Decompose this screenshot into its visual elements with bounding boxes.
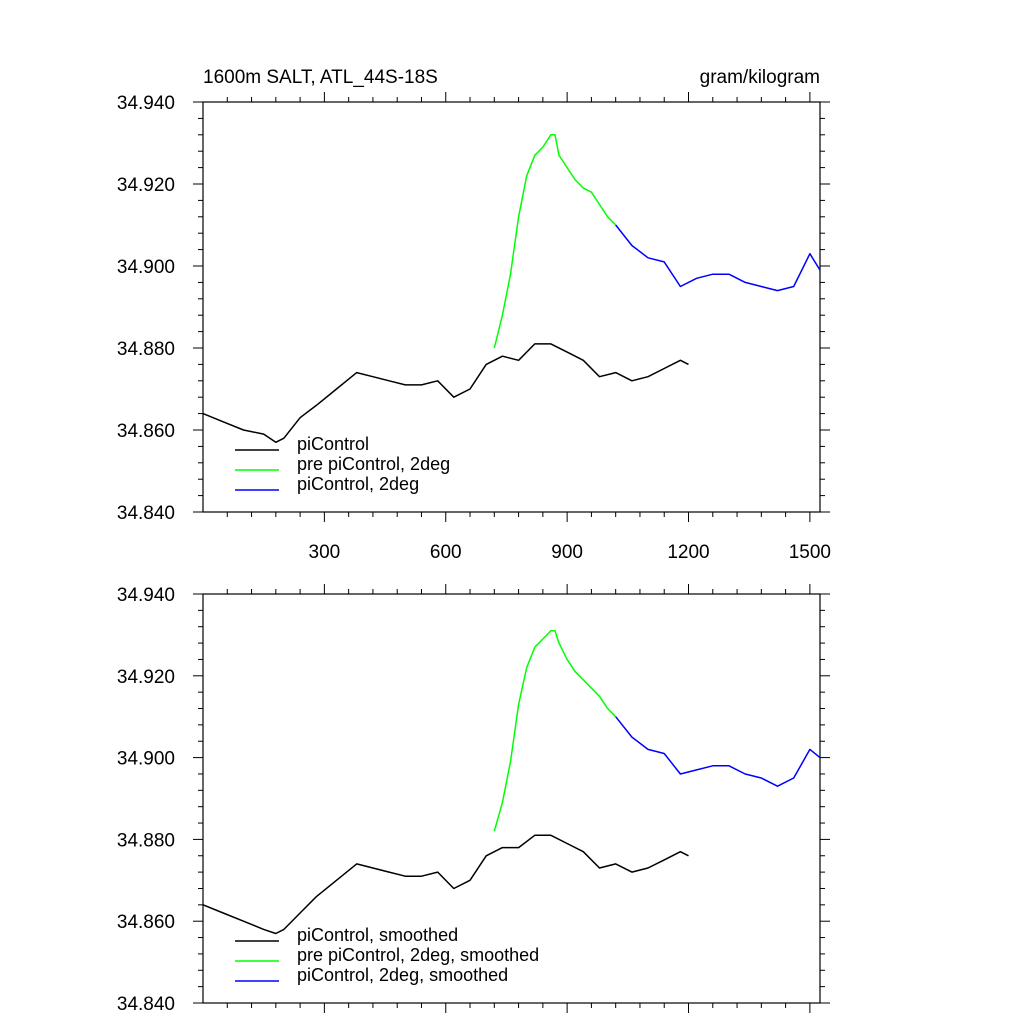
y-tick-label: 34.860 xyxy=(117,421,175,442)
chart-units: gram/kilogram xyxy=(700,67,820,88)
panel-1: 34.840 34.860 34.880 34.900 34.920 34.940 300 6… xyxy=(117,92,831,563)
legend-label: pre piControl, 2deg xyxy=(297,454,450,474)
y-tick-label: 34.880 xyxy=(117,830,175,851)
series-line-2 xyxy=(493,134,617,349)
x-tick-label: 300 xyxy=(309,542,341,563)
series-line-1 xyxy=(202,343,689,444)
plot-frame xyxy=(202,101,821,513)
y-tick-label: 34.920 xyxy=(117,667,175,688)
y-tick-label: 34.880 xyxy=(117,339,175,360)
legend-label: piControl xyxy=(297,434,369,454)
legend-label: pre piControl, 2deg, smoothed xyxy=(297,945,539,965)
y-tick-label: 34.900 xyxy=(117,749,175,770)
panels-group: 34.840 34.860 34.880 34.900 34.920 34.940 300 6… xyxy=(117,92,831,1015)
x-tick-label: 1200 xyxy=(667,542,709,563)
legend-label: piControl, 2deg, smoothed xyxy=(297,965,508,985)
x-tick-label: 1500 xyxy=(789,542,831,563)
series-line-3 xyxy=(615,224,821,292)
y-tick-label: 34.940 xyxy=(117,93,175,114)
series-line-3 xyxy=(615,716,821,787)
y-tick-label: 34.840 xyxy=(117,994,175,1015)
x-tick-label: 900 xyxy=(551,542,583,563)
panel-2: 34.840 34.860 34.880 34.900 34.920 34.940 piCo… xyxy=(117,584,830,1015)
chart-title: 1600m SALT, ATL_44S-18S xyxy=(203,67,438,88)
legend-label: piControl, 2deg xyxy=(297,474,419,494)
legend-label: piControl, smoothed xyxy=(297,925,458,945)
y-tick-label: 34.900 xyxy=(117,257,175,278)
series-line-1 xyxy=(202,834,689,935)
y-tick-label: 34.840 xyxy=(117,503,175,524)
x-tick-label: 600 xyxy=(430,542,462,563)
y-tick-label: 34.920 xyxy=(117,175,175,196)
plot-frame xyxy=(202,593,821,1004)
y-tick-label: 34.860 xyxy=(117,912,175,933)
y-tick-label: 34.940 xyxy=(117,585,175,606)
series-line-2 xyxy=(493,630,617,832)
